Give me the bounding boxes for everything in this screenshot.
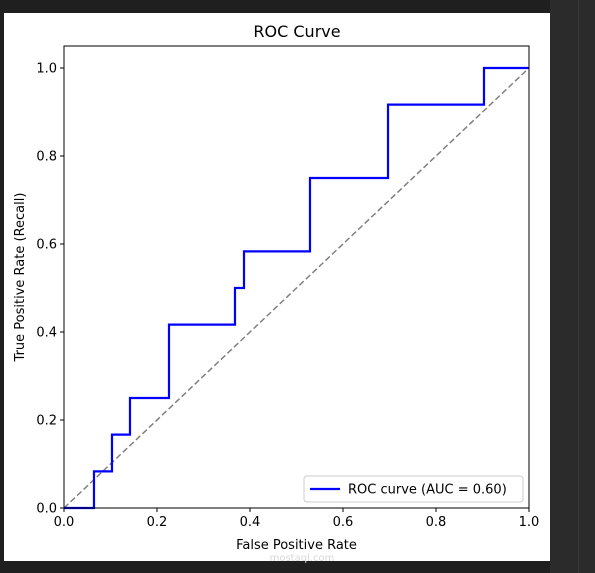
watermark: mostaql.com <box>269 553 335 564</box>
chance-diagonal-line <box>63 67 530 509</box>
x-tick-label: 0.4 <box>240 515 261 530</box>
y-axis-label: True Positive Rate (Recall) <box>13 193 28 363</box>
x-tick-label: 0.0 <box>54 515 75 530</box>
roc-chart: ROC Curve 0.0 0.2 0.4 0.6 0.8 1.0 0.0 0.2 0.4 0.6… <box>13 22 540 553</box>
x-tick-label: 0.6 <box>333 515 354 530</box>
roc-curve-line <box>64 66 529 510</box>
y-tick-label: 0.6 <box>36 238 57 253</box>
y-tick-label: 0.4 <box>36 326 57 341</box>
figure-canvas: ROC Curve 0.0 0.2 0.4 0.6 0.8 1.0 0.0 0.2 0.4 0.6… <box>4 13 550 564</box>
chart-title: ROC Curve <box>253 22 340 41</box>
panel-divider <box>578 0 579 573</box>
x-axis-label: False Positive Rate <box>236 538 357 553</box>
x-tick-label: 0.2 <box>147 515 168 530</box>
plot-frame <box>63 45 530 509</box>
y-tick-label: 0.2 <box>36 414 57 429</box>
right-panel-edge <box>550 0 595 573</box>
legend-label: ROC curve (AUC = 0.60) <box>348 483 507 498</box>
x-tick-label: 0.8 <box>426 515 447 530</box>
y-tick-label: 0.8 <box>36 150 57 165</box>
y-tick-label: 0.0 <box>36 502 57 517</box>
x-tick-label: 1.0 <box>519 515 540 530</box>
legend-box <box>303 475 524 503</box>
y-tick-label: 1.0 <box>36 62 57 77</box>
